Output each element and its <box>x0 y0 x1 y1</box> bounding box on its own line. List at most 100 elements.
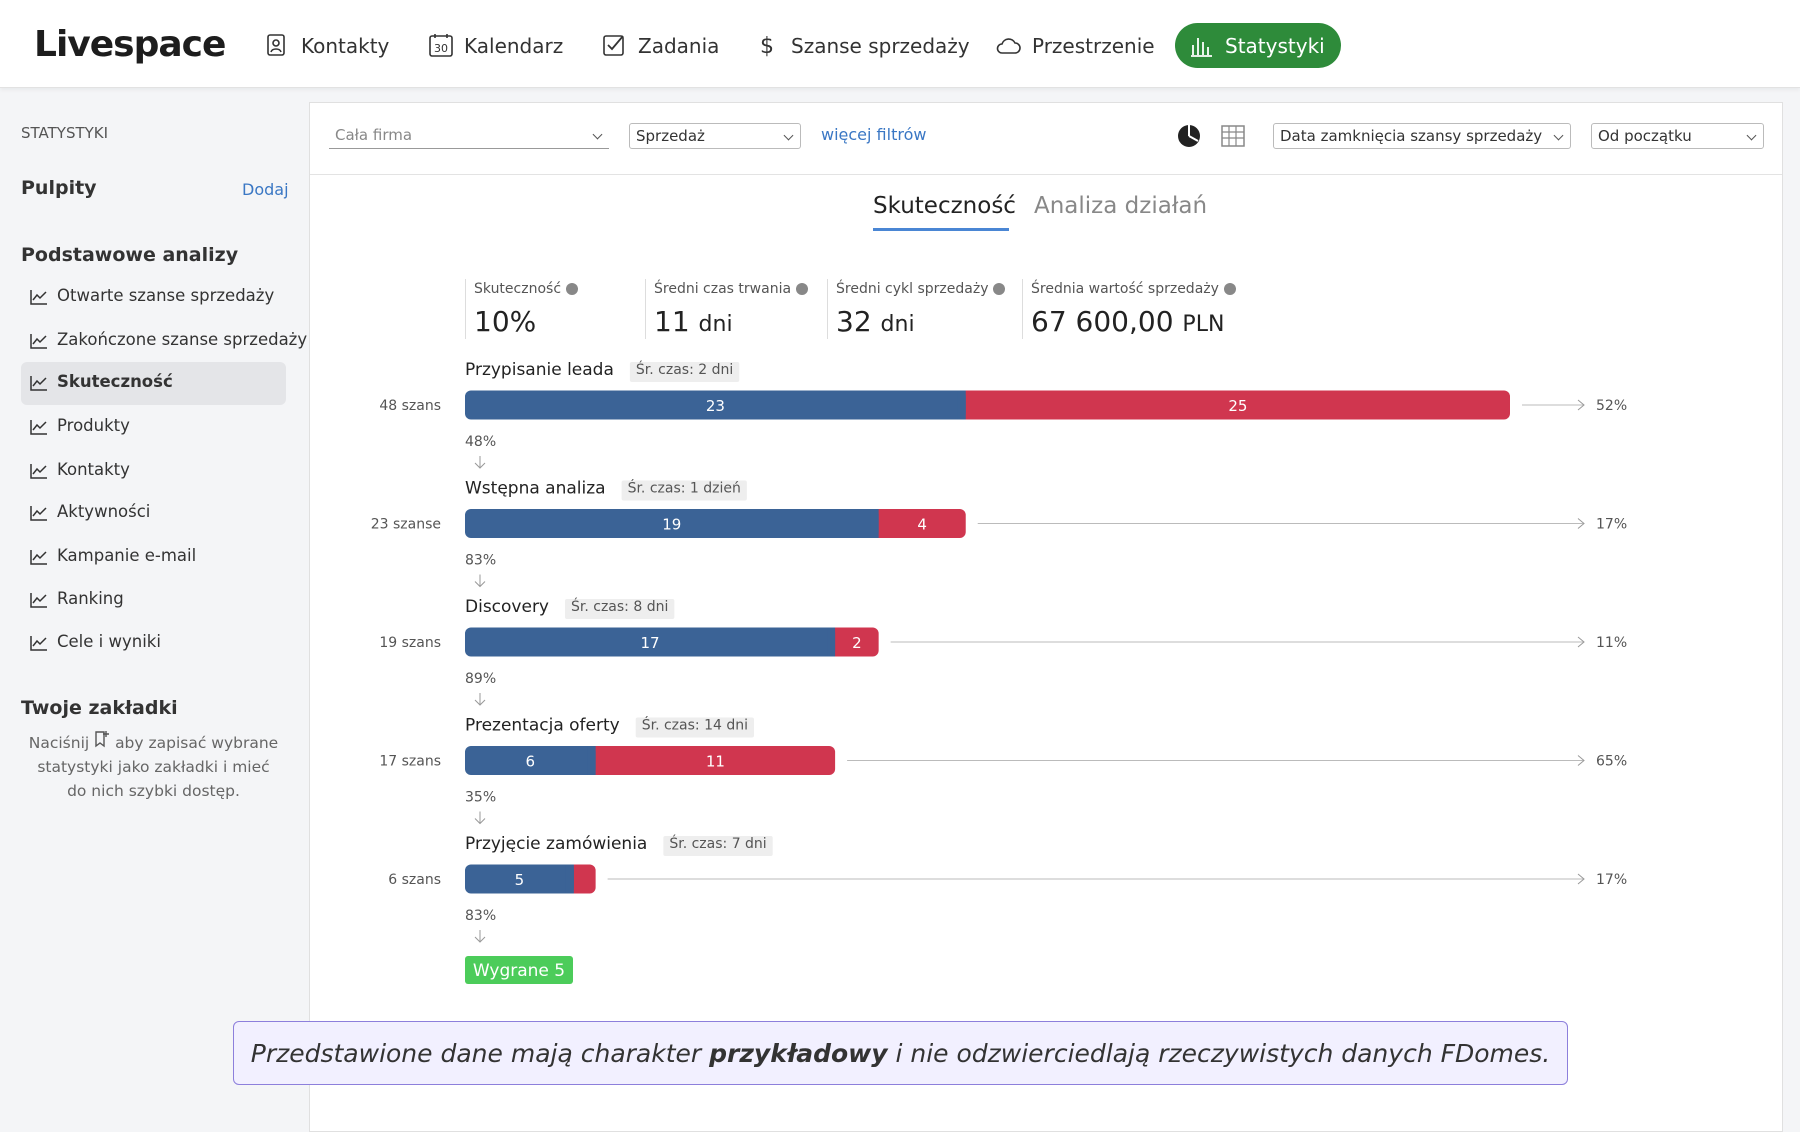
avg-time: Śr. czas: 8 dni <box>571 597 668 615</box>
sidebar-item[interactable]: Ranking <box>57 589 124 608</box>
calendar-number: 30 <box>434 42 448 55</box>
bar-won <box>465 864 574 894</box>
sample-data-note: Przedstawione dane mają charakter przykł… <box>233 1021 1568 1085</box>
bar-lost <box>829 627 879 657</box>
sidebar-item[interactable]: Zakończone szanse sprzedaży <box>57 330 308 349</box>
bar-won-edge <box>827 627 836 657</box>
top-nav: Livespace Kontakty 30 Kalendarz Zadania $ Sza… <box>0 0 1800 88</box>
nav-item[interactable]: $ Szanse sprzedaży <box>741 23 984 68</box>
info-icon <box>1223 283 1236 295</box>
nav-item[interactable]: 30 Kalendarz <box>414 23 577 68</box>
date-field-select[interactable]: Data zamknięcia szansy sprzedaży <box>1273 123 1571 149</box>
active-highlight <box>21 362 286 405</box>
bar-won <box>465 390 966 420</box>
info-icon <box>796 283 809 295</box>
bar-won <box>465 627 836 657</box>
exit-arrow <box>1577 755 1585 766</box>
nav-label: Zadania <box>638 33 720 58</box>
bar-won-edge <box>565 864 574 894</box>
item-icon <box>30 464 47 479</box>
nav-item[interactable]: Statystyki <box>1175 23 1341 68</box>
item-icon <box>30 290 47 305</box>
logo[interactable]: Livespace <box>34 24 226 65</box>
chart-view-icon[interactable] <box>1176 123 1202 149</box>
sidebar-item[interactable]: Kontakty <box>57 460 130 479</box>
tab[interactable]: Analiza działań <box>1034 193 1208 219</box>
bar-label: 17 <box>641 634 660 652</box>
nav-item[interactable]: Przestrzenie <box>982 23 1169 68</box>
sidebar-item[interactable]: Skuteczność <box>57 372 173 391</box>
count-label: 48 szans <box>379 398 441 414</box>
stage-name: Wstępna analiza <box>465 479 606 499</box>
text: 10% <box>474 305 537 338</box>
item-icon <box>30 334 47 349</box>
filter-bar <box>310 103 1782 175</box>
period-select[interactable]: Od początku <box>1591 123 1764 149</box>
info-icon <box>566 283 579 295</box>
text: Przedstawione dane mają charakter <box>250 1038 710 1068</box>
nav-icon <box>267 33 285 56</box>
down-arrow <box>474 811 486 825</box>
down-arrow <box>474 693 486 706</box>
down-arrow <box>474 930 486 943</box>
conversion-percent: 48% <box>465 434 496 450</box>
bar-lost <box>589 746 836 775</box>
stage-name: Przypisanie leada <box>465 360 614 380</box>
add-link[interactable]: Dodaj <box>242 180 289 199</box>
bar-label: 19 <box>662 516 681 534</box>
bar-label: 2 <box>852 634 862 652</box>
kpi-separator <box>827 279 828 339</box>
sidebar-item[interactable]: Otwarte szanse sprzedaży <box>57 286 275 305</box>
nav-label: Kalendarz <box>464 33 564 58</box>
sidebar-section: STATYSTYKI <box>21 124 109 142</box>
nav-item[interactable]: Zadania <box>588 23 733 68</box>
avg-time-badge <box>629 362 740 382</box>
info-icon <box>993 283 1006 295</box>
stage-name: Discovery <box>465 597 549 617</box>
avg-time: Śr. czas: 14 dni <box>642 716 748 734</box>
bar-lost <box>872 509 966 538</box>
exit-percent: 11% <box>1596 635 1627 651</box>
sidebar-item[interactable]: Cele i wyniki <box>57 632 161 651</box>
company-select[interactable]: Cała firma <box>329 123 609 149</box>
bar-label: 5 <box>515 871 525 889</box>
more-filters[interactable]: więcej filtrów <box>821 125 927 144</box>
exit-arrow <box>1577 399 1585 411</box>
kpi-separator <box>465 279 466 339</box>
bar-lost <box>959 390 1510 420</box>
text: i nie odzwierciedlają rzeczywistych dany… <box>887 1038 1551 1068</box>
sidebar-item[interactable]: Produkty <box>57 416 130 435</box>
text: przykładowy <box>709 1038 888 1068</box>
bar-label: 23 <box>706 397 725 415</box>
avg-time: Śr. czas: 7 dni <box>669 834 766 852</box>
kpi-value: 32 dni <box>836 305 915 338</box>
count-label: 6 szans <box>388 872 441 888</box>
kpi-label: Średni cykl sprzedaży <box>836 281 1006 297</box>
pipeline-select[interactable]: Sprzedaż <box>629 123 801 149</box>
text: dni <box>698 312 733 337</box>
item-icon <box>30 550 47 565</box>
nav-label: Kontakty <box>301 33 390 58</box>
bar-label: 6 <box>526 753 536 771</box>
count-label: 19 szans <box>379 635 441 651</box>
svg-text:$: $ <box>760 34 774 59</box>
tab-underline <box>873 228 1009 231</box>
nav-label: Statystyki <box>1225 33 1325 58</box>
sidebar-item[interactable]: Kampanie e-mail <box>57 546 197 565</box>
down-arrow <box>474 574 486 588</box>
text: 11 <box>654 305 690 338</box>
exit-arrow <box>1577 636 1585 648</box>
sidebar-item[interactable]: Aktywności <box>57 502 151 521</box>
exit-percent: 17% <box>1596 517 1627 533</box>
conversion-percent: 83% <box>465 553 496 569</box>
kpi-value: 10% <box>474 305 536 338</box>
tab-active[interactable]: Skuteczność <box>873 193 1016 219</box>
exit-arrow <box>1577 873 1585 885</box>
exit-percent: 65% <box>1596 754 1627 770</box>
won-label: Wygrane 5 <box>473 961 565 981</box>
exit-arrow <box>1577 518 1585 529</box>
table-view-icon[interactable] <box>1220 123 1246 149</box>
kpi-value: 11 dni <box>654 305 733 338</box>
nav-item[interactable]: Kontakty <box>251 23 403 68</box>
